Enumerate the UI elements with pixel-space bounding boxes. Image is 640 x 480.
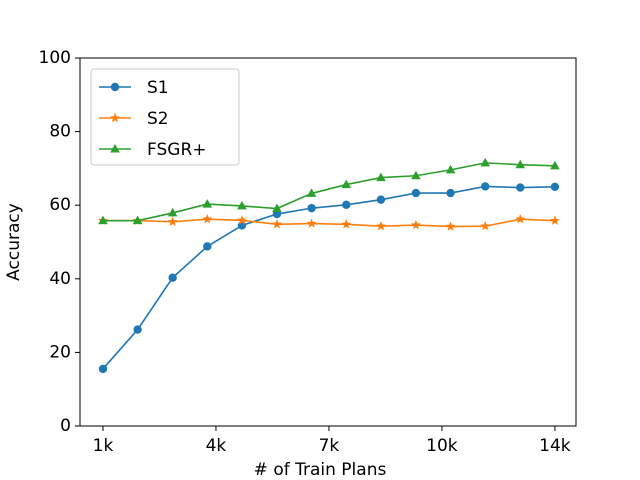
x-tick-label: 7k xyxy=(319,436,340,456)
marker xyxy=(236,215,247,225)
series-line xyxy=(102,162,555,222)
marker xyxy=(550,160,560,170)
x-tick-label: 4k xyxy=(206,436,227,456)
marker xyxy=(411,188,421,198)
marker xyxy=(306,218,317,228)
y-tick-label: 0 xyxy=(60,416,71,436)
marker xyxy=(237,221,247,230)
marker xyxy=(376,172,386,182)
marker xyxy=(167,216,178,226)
marker xyxy=(516,183,525,192)
series-line xyxy=(102,185,555,370)
marker xyxy=(237,200,247,210)
y-tick-label: 60 xyxy=(49,195,71,215)
legend-label: FSGR+ xyxy=(147,140,207,160)
marker xyxy=(445,221,456,231)
marker xyxy=(202,199,213,208)
y-tick-label: 20 xyxy=(49,342,71,362)
y-tick-label: 40 xyxy=(49,269,71,289)
legend-marker xyxy=(110,144,120,153)
marker xyxy=(202,213,213,224)
x-axis-label: # of Train Plans xyxy=(254,460,387,480)
marker xyxy=(411,170,421,180)
marker xyxy=(376,195,386,204)
marker xyxy=(307,203,316,213)
marker xyxy=(480,157,491,167)
marker xyxy=(272,203,282,213)
legend-box xyxy=(90,68,240,166)
x-tick-label: 1k xyxy=(93,436,114,456)
marker xyxy=(98,364,108,374)
legend-marker xyxy=(110,112,120,123)
marker xyxy=(410,219,421,230)
marker xyxy=(480,220,491,231)
marker xyxy=(167,207,178,217)
legend-label: S1 xyxy=(147,78,169,98)
marker xyxy=(375,220,386,231)
marker xyxy=(342,200,351,210)
marker xyxy=(98,215,108,225)
marker xyxy=(341,219,352,229)
y-tick-label: 100 xyxy=(39,48,71,68)
y-axis-label: Accuracy xyxy=(4,203,24,281)
marker xyxy=(549,215,560,225)
x-tick-label: 10k xyxy=(426,436,458,456)
plot-frame xyxy=(79,57,577,427)
marker xyxy=(133,325,142,334)
marker xyxy=(481,182,490,191)
marker xyxy=(446,188,455,198)
marker xyxy=(168,273,177,282)
marker xyxy=(515,213,526,224)
series-line xyxy=(102,218,555,228)
legend-marker xyxy=(110,82,120,92)
marker xyxy=(341,179,352,189)
y-tick-label: 80 xyxy=(49,122,71,142)
marker xyxy=(445,164,456,174)
marker xyxy=(550,182,560,191)
legend-label: S2 xyxy=(147,109,169,129)
marker xyxy=(203,242,212,251)
marker xyxy=(132,215,143,225)
marker xyxy=(306,188,317,197)
marker xyxy=(272,219,282,229)
marker xyxy=(515,159,526,169)
x-tick-label: 14k xyxy=(539,436,571,456)
